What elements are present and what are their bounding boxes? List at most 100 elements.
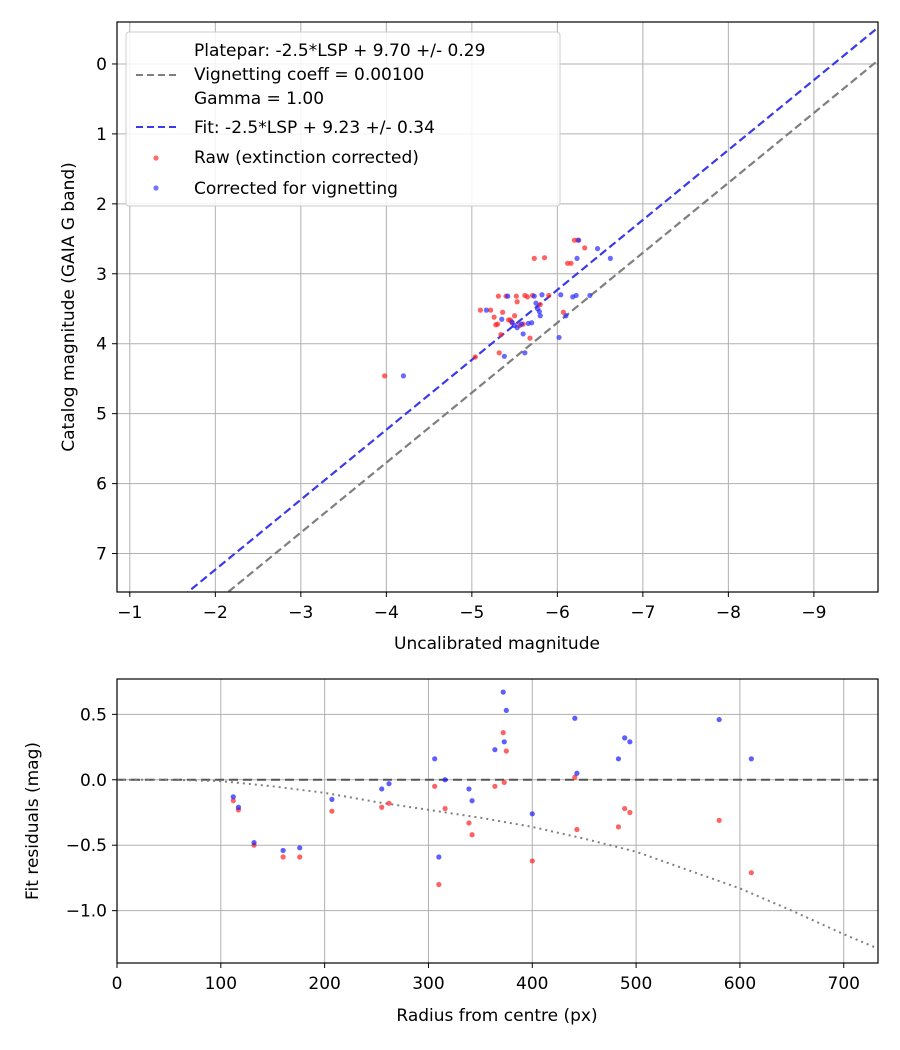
raw-point bbox=[379, 804, 385, 810]
corrected-point bbox=[536, 308, 542, 315]
raw-point bbox=[442, 805, 448, 812]
corrected-point bbox=[400, 373, 407, 379]
corrected-point bbox=[503, 707, 509, 714]
bottom-x-axis-label: Radius from centre (px) bbox=[396, 1006, 597, 1026]
raw-point bbox=[382, 373, 388, 379]
legend-raw-text: Raw (extinction corrected) bbox=[194, 148, 419, 168]
y-tick-label: −1.0 bbox=[66, 902, 107, 922]
raw-point bbox=[432, 783, 438, 789]
corrected-point bbox=[539, 292, 545, 298]
x-tick-label: −4 bbox=[374, 603, 399, 623]
corrected-point bbox=[627, 739, 633, 745]
legend-vignetting-text: Vignetting coeff = 0.00100 bbox=[194, 65, 424, 85]
corrected-point bbox=[594, 246, 601, 252]
raw-point bbox=[541, 255, 548, 261]
corrected-point bbox=[514, 325, 520, 331]
raw-point bbox=[492, 783, 498, 789]
raw-point bbox=[748, 870, 754, 876]
corrected-point bbox=[297, 845, 303, 851]
fit-line bbox=[226, 59, 878, 592]
corrected-point bbox=[501, 353, 507, 359]
y-tick-label: −0.5 bbox=[66, 836, 107, 856]
y-tick-label: 0.0 bbox=[80, 771, 107, 791]
raw-point bbox=[496, 350, 502, 356]
raw-point bbox=[627, 809, 633, 816]
raw-point bbox=[546, 292, 552, 299]
corrected-point bbox=[386, 781, 392, 787]
raw-point bbox=[716, 817, 722, 823]
corrected-point bbox=[442, 777, 448, 783]
x-tick-label: 600 bbox=[724, 974, 756, 994]
corrected-point bbox=[230, 794, 236, 800]
raw-point bbox=[568, 260, 574, 266]
raw-point bbox=[501, 779, 507, 785]
corrected-point bbox=[563, 313, 569, 319]
corrected-point bbox=[499, 316, 505, 322]
corrected-point bbox=[436, 854, 442, 860]
corrected-point bbox=[573, 292, 579, 299]
corrected-point bbox=[466, 786, 472, 792]
top-y-axis-label: Catalog magnitude (GAIA G band) bbox=[59, 162, 79, 452]
y-tick-label: 2 bbox=[96, 195, 107, 215]
raw-point bbox=[477, 307, 483, 313]
y-tick-label: 0.5 bbox=[80, 705, 107, 725]
corrected-point bbox=[235, 804, 242, 810]
x-tick-label: −7 bbox=[630, 603, 655, 623]
corrected-point bbox=[529, 811, 535, 817]
corrected-point bbox=[483, 307, 489, 313]
corrected-point bbox=[500, 689, 506, 695]
raw-point bbox=[329, 808, 335, 814]
x-tick-label: 300 bbox=[412, 974, 444, 994]
raw-point bbox=[386, 800, 392, 806]
corrected-point bbox=[558, 292, 564, 298]
legend-raw-marker bbox=[153, 155, 159, 161]
bottom-data-points bbox=[230, 689, 754, 888]
corrected-point bbox=[505, 293, 511, 299]
raw-point bbox=[537, 301, 543, 308]
raw-point bbox=[500, 730, 506, 736]
y-tick-label: 3 bbox=[96, 265, 107, 285]
legend-platepar-text: Platepar: -2.5*LSP + 9.70 +/- 0.29 bbox=[194, 41, 485, 61]
corrected-point bbox=[518, 321, 525, 327]
raw-point bbox=[498, 332, 504, 338]
corrected-point bbox=[587, 292, 593, 299]
raw-point bbox=[572, 774, 578, 780]
raw-point bbox=[513, 293, 519, 299]
raw-point bbox=[503, 748, 509, 754]
corrected-point bbox=[556, 334, 562, 341]
corrected-point bbox=[469, 798, 475, 804]
x-tick-label: 400 bbox=[516, 974, 548, 994]
corrected-point bbox=[537, 313, 543, 319]
raw-point bbox=[574, 826, 580, 833]
raw-point bbox=[491, 314, 497, 320]
y-tick-label: 1 bbox=[96, 125, 107, 145]
bottom-y-axis-label: Fit residuals (mag) bbox=[23, 742, 43, 900]
y-tick-label: 4 bbox=[96, 335, 107, 355]
legend-box bbox=[125, 31, 561, 207]
corrected-point bbox=[576, 237, 582, 243]
raw-point bbox=[297, 854, 303, 860]
bottom-ticks: 0 100 200 300 400 500 600 700 0.5 0.0 −0.5 −1.0 bbox=[66, 705, 860, 994]
corrected-point bbox=[329, 796, 335, 803]
corrected-point bbox=[607, 255, 613, 261]
corrected-point bbox=[716, 716, 722, 723]
raw-point bbox=[472, 354, 478, 360]
corrected-point bbox=[574, 770, 580, 776]
magnitude-chart: −1 −2 −3 −4 −5 −6 −7 −8 −9 0 1 2 3 4 5 6 7 Uncalibrated … bbox=[59, 21, 879, 654]
corrected-point bbox=[531, 293, 537, 299]
raw-point bbox=[531, 255, 537, 261]
x-tick-label: −1 bbox=[117, 603, 142, 623]
x-tick-label: 0 bbox=[112, 974, 123, 994]
corrected-point bbox=[501, 739, 507, 745]
corrected-point bbox=[251, 839, 257, 846]
raw-point bbox=[514, 299, 520, 305]
corrected-point bbox=[492, 747, 498, 753]
corrected-point bbox=[748, 756, 754, 762]
fit-line bbox=[186, 26, 878, 592]
legend-corrected-marker bbox=[153, 185, 159, 191]
top-legend: Platepar: -2.5*LSP + 9.70 +/- 0.29 Vigne… bbox=[125, 31, 561, 207]
corrected-point bbox=[622, 735, 628, 741]
corrected-point bbox=[533, 300, 539, 306]
bottom-plot-frame bbox=[116, 678, 879, 964]
